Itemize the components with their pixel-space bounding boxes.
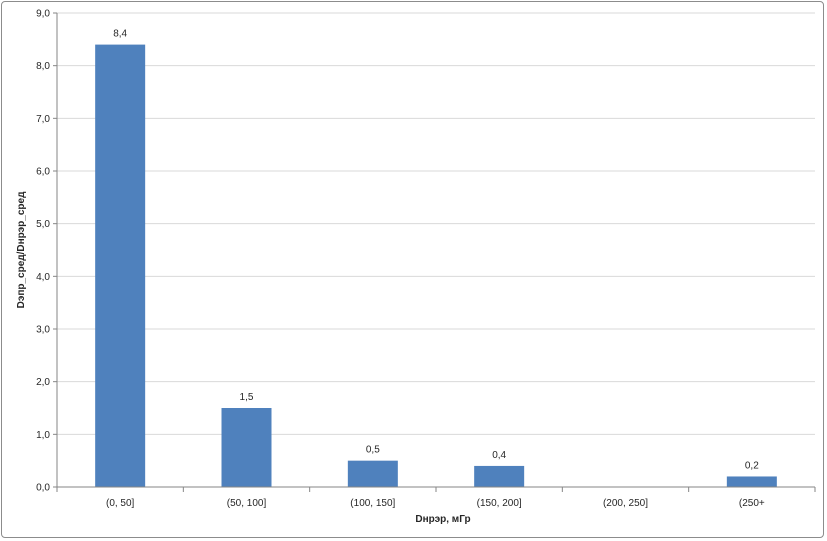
y-tick-label: 0,0 xyxy=(36,483,50,494)
y-tick-label: 4,0 xyxy=(36,272,50,283)
x-tick-label: (50, 100] xyxy=(227,498,267,509)
y-tick-label: 6,0 xyxy=(36,167,50,178)
x-axis-title: Dнрэр, мГр xyxy=(415,514,470,525)
x-tick-label: (100, 150] xyxy=(350,498,395,509)
gridlines xyxy=(57,12,815,435)
y-tick-label: 5,0 xyxy=(36,219,50,230)
bar xyxy=(347,460,398,487)
bars xyxy=(95,44,777,487)
y-tick-label: 2,0 xyxy=(36,377,50,388)
data-labels: 8,4 1,5 0,5 0,4 0,2 xyxy=(113,29,759,472)
bar xyxy=(95,44,146,487)
data-label: 1,5 xyxy=(240,392,254,403)
data-label: 0,2 xyxy=(745,460,759,471)
y-tick-label: 3,0 xyxy=(36,325,50,336)
data-label: 0,5 xyxy=(366,445,380,456)
y-tick-label: 1,0 xyxy=(36,430,50,441)
x-tick-label: (200, 250] xyxy=(603,498,648,509)
y-axis-tick-labels: 0,0 1,0 2,0 3,0 4,0 5,0 6,0 7,0 8,0 9,0 xyxy=(36,9,57,494)
x-axis xyxy=(56,13,816,492)
y-tick-label: 9,0 xyxy=(36,9,50,20)
bar xyxy=(221,408,272,487)
x-tick-label: (250+ xyxy=(739,498,765,509)
data-label: 8,4 xyxy=(113,29,127,40)
x-tick-label: (150, 200] xyxy=(477,498,522,509)
x-tick-label: (0, 50] xyxy=(106,498,135,509)
y-tick-label: 8,0 xyxy=(36,61,50,72)
bar xyxy=(726,476,777,487)
y-axis-title: Dэпр_сред/Dнрэр_сред xyxy=(16,191,27,308)
x-axis-tick-labels: (0, 50] (50, 100] (100, 150] (150, 200] (200… xyxy=(106,498,765,509)
data-label: 0,4 xyxy=(492,450,506,461)
bar xyxy=(474,465,525,487)
y-tick-label: 7,0 xyxy=(36,114,50,125)
